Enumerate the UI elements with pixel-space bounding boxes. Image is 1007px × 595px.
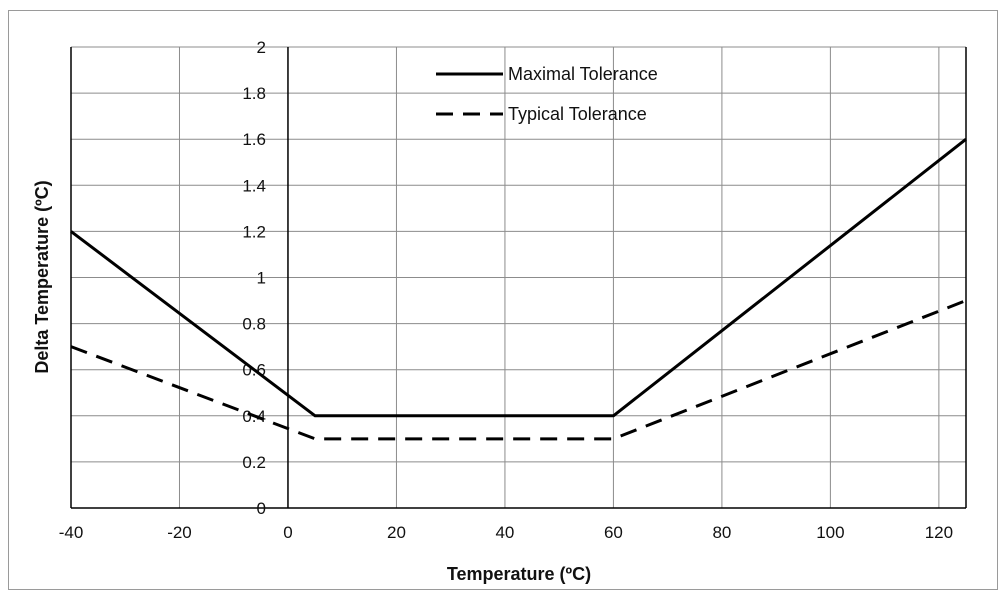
series-line-maximal-tolerance: [70, 138, 967, 418]
y-tick-label-10: 2: [257, 38, 266, 57]
series-lines: [70, 138, 967, 441]
axes: [70, 47, 967, 509]
y-tick-label-5: 1: [257, 269, 266, 288]
x-tick-label-2: 0: [283, 523, 292, 542]
legend-label-0: Maximal Tolerance: [508, 64, 658, 84]
x-tick-label-5: 60: [604, 523, 623, 542]
y-tick-label-6: 1.2: [242, 222, 266, 241]
x-tick-labels: -40 -20 0 20 40 60 80 100 120: [59, 523, 953, 542]
y-tick-label-7: 1.4: [242, 176, 266, 195]
legend-label-1: Typical Tolerance: [508, 104, 647, 124]
series-line-typical-tolerance: [70, 299, 967, 441]
y-tick-label-4: 0.8: [242, 315, 266, 334]
x-tick-label-3: 20: [387, 523, 406, 542]
x-tick-label-4: 40: [495, 523, 514, 542]
x-tick-label-6: 80: [712, 523, 731, 542]
y-tick-label-1: 0.2: [242, 453, 266, 472]
x-tick-label-7: 100: [816, 523, 844, 542]
y-axis-title: Delta Temperature (ºC): [32, 180, 52, 373]
y-tick-label-0: 0: [257, 499, 266, 518]
chart-frame: [8, 10, 998, 590]
x-axis-title: Temperature (ºC): [447, 564, 591, 584]
x-tick-label-8: 120: [925, 523, 953, 542]
legend: Maximal Tolerance Typical Tolerance: [436, 64, 658, 124]
y-tick-label-8: 1.6: [242, 130, 266, 149]
x-tick-label-0: -40: [59, 523, 84, 542]
y-tick-label-9: 1.8: [242, 84, 266, 103]
x-tick-label-1: -20: [167, 523, 192, 542]
